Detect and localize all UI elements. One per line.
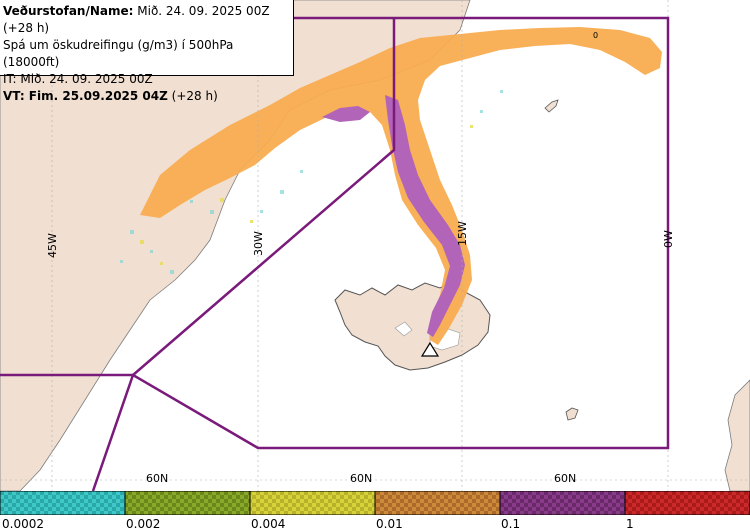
legend-label-4: 0.1 <box>501 517 521 531</box>
ash-speckles-yellow <box>140 125 473 265</box>
legend-label-5: 1 <box>626 517 634 531</box>
volcano-icon <box>420 341 440 357</box>
latitude-label: 60N <box>554 472 576 485</box>
jan-mayen-island <box>544 99 559 113</box>
longitude-label-30w: 30W <box>252 231 265 256</box>
info-line-issue-time: IT: Mið. 24. 09. 2025 00Z <box>3 72 153 86</box>
legend-swatch-3 <box>374 491 501 515</box>
legend-swatch-1 <box>124 491 251 515</box>
contour-label: 0 <box>593 31 598 40</box>
latitude-label: 60N <box>350 472 372 485</box>
legend-swatch-5 <box>624 491 750 515</box>
ash-speckles <box>120 90 503 274</box>
longitude-label-15w: 15W <box>456 221 469 246</box>
info-line-valid-time: VT: Fim. 25.09.2025 04Z (+28 h) <box>3 89 218 103</box>
legend-swatch-4 <box>499 491 626 515</box>
legend-color-bar <box>0 491 750 515</box>
forecast-info-box: Veðurstofan/Name: Mið. 24. 09. 2025 00Z … <box>0 0 294 103</box>
ash-dispersion-map: 45W 30W 15W 0W 60N 60N 60N 0 <box>0 0 750 491</box>
legend-swatch-2 <box>249 491 376 515</box>
iceland-glacier-west <box>394 321 413 337</box>
norway-coast <box>724 379 750 491</box>
legend-label-2: 0.004 <box>251 517 286 531</box>
longitude-label-45w: 45W <box>46 233 59 258</box>
legend-label-1: 0.002 <box>126 517 161 531</box>
ash-plume-high-concentration <box>385 95 465 337</box>
concentration-legend: 0.0002 0.002 0.004 0.01 0.1 1 <box>0 491 750 532</box>
legend-swatch-0 <box>0 491 126 515</box>
airspace-boundary <box>0 16 670 491</box>
legend-label-0: 0.0002 <box>2 517 44 531</box>
legend-label-3: 0.01 <box>376 517 403 531</box>
ash-plume-low-concentration <box>140 27 662 345</box>
faroe-islands <box>565 407 579 421</box>
info-line-product: Spá um öskudreifingu (g/m3) í 500hPa (18… <box>3 38 234 69</box>
info-line-issuer: Veðurstofan/Name: Mið. 24. 09. 2025 00Z … <box>3 4 270 35</box>
longitude-label-0w: 0W <box>662 230 675 248</box>
latitude-label: 60N <box>146 472 168 485</box>
ash-plume-high-concentration-west <box>322 106 370 122</box>
